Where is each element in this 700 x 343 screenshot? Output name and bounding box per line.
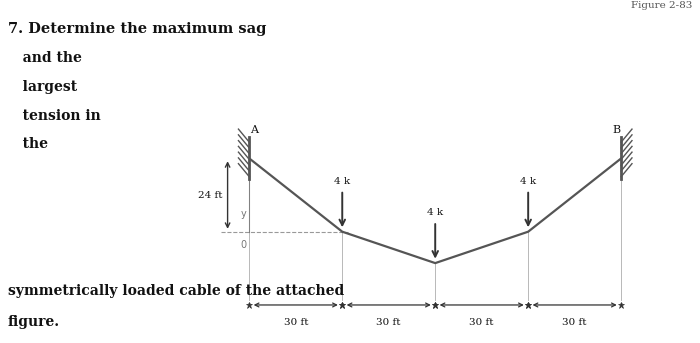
Text: 0: 0: [240, 239, 246, 250]
Text: symmetrically loaded cable of the attached: symmetrically loaded cable of the attach…: [8, 284, 344, 298]
Text: 4 k: 4 k: [427, 208, 443, 217]
Text: figure.: figure.: [8, 316, 60, 329]
Text: 30 ft: 30 ft: [377, 318, 401, 327]
Text: 4 k: 4 k: [520, 177, 536, 186]
Text: the: the: [8, 138, 48, 152]
Text: 30 ft: 30 ft: [470, 318, 494, 327]
Text: y: y: [240, 209, 246, 218]
Text: 7. Determine the maximum sag: 7. Determine the maximum sag: [8, 22, 266, 36]
Text: 24 ft: 24 ft: [199, 191, 223, 200]
Text: 30 ft: 30 ft: [562, 318, 587, 327]
Text: and the: and the: [8, 51, 81, 65]
Text: 4 k: 4 k: [334, 177, 350, 186]
Text: tension in: tension in: [8, 109, 100, 123]
Text: 30 ft: 30 ft: [284, 318, 308, 327]
Text: B: B: [612, 125, 621, 135]
Text: Figure 2-83: Figure 2-83: [631, 1, 692, 10]
Text: A: A: [250, 125, 258, 135]
Text: largest: largest: [8, 80, 77, 94]
